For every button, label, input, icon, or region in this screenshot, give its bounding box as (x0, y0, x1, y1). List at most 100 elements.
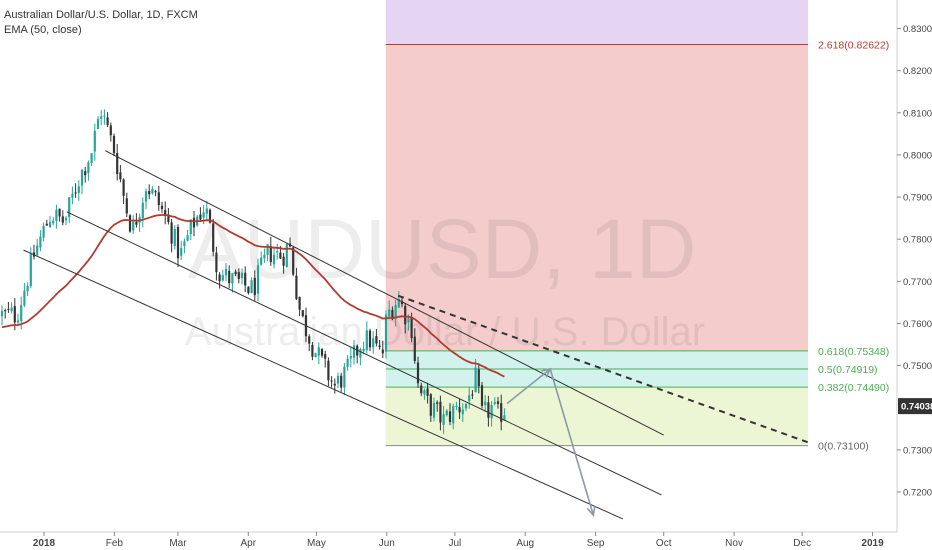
candle[interactable] (362, 341, 365, 355)
candle[interactable] (151, 186, 154, 195)
candle[interactable] (138, 213, 141, 232)
candle[interactable] (253, 270, 256, 301)
candle[interactable] (247, 286, 250, 295)
candle[interactable] (48, 215, 52, 228)
candle[interactable] (493, 397, 496, 406)
candle[interactable] (164, 201, 167, 225)
candle[interactable] (74, 183, 77, 198)
candle[interactable] (397, 290, 400, 308)
candle[interactable] (170, 218, 173, 253)
candle[interactable] (308, 334, 311, 351)
candle[interactable] (240, 268, 244, 285)
candle[interactable] (224, 262, 228, 282)
candle[interactable] (346, 355, 349, 371)
current-price-tag[interactable] (898, 398, 932, 415)
candle[interactable] (132, 215, 135, 234)
candle[interactable] (231, 272, 234, 293)
candle[interactable] (448, 403, 452, 426)
candle[interactable] (55, 204, 58, 229)
candle[interactable] (106, 112, 109, 128)
candle[interactable] (340, 372, 343, 392)
candle[interactable] (471, 390, 474, 400)
candle[interactable] (330, 376, 333, 388)
candle[interactable] (144, 188, 148, 210)
candle[interactable] (375, 329, 378, 347)
candle[interactable] (487, 395, 490, 427)
candle[interactable] (84, 166, 87, 183)
candle[interactable] (381, 340, 384, 359)
candle[interactable] (93, 123, 96, 161)
candle[interactable] (119, 164, 122, 183)
candle[interactable] (45, 219, 48, 226)
candle[interactable] (122, 178, 125, 205)
candle[interactable] (445, 409, 448, 417)
candle[interactable] (394, 299, 397, 327)
candle[interactable] (442, 405, 445, 435)
candle[interactable] (148, 184, 151, 200)
candle[interactable] (500, 394, 503, 431)
candle[interactable] (439, 395, 442, 431)
candle[interactable] (0, 305, 4, 326)
candle[interactable] (215, 246, 218, 281)
candle[interactable] (58, 208, 61, 222)
candle[interactable] (320, 348, 324, 358)
ema-50-path[interactable] (1, 214, 505, 378)
candle[interactable] (461, 403, 464, 422)
candle[interactable] (228, 265, 231, 289)
candle[interactable] (349, 347, 352, 368)
candle[interactable] (192, 211, 196, 237)
candle[interactable] (199, 207, 202, 223)
candle[interactable] (343, 363, 346, 396)
candle[interactable] (42, 222, 45, 242)
candle[interactable] (52, 216, 55, 226)
projected-trendline-dashed[interactable] (397, 294, 812, 445)
candle[interactable] (109, 122, 112, 142)
candle[interactable] (4, 308, 7, 319)
candle[interactable] (333, 378, 336, 394)
candle[interactable] (237, 268, 240, 284)
candle[interactable] (282, 252, 285, 274)
candle[interactable] (186, 230, 189, 242)
channel-middle-line[interactable] (66, 211, 662, 496)
candle[interactable] (272, 246, 276, 269)
candle[interactable] (256, 258, 260, 302)
candle[interactable] (10, 302, 13, 314)
candle[interactable] (468, 386, 471, 409)
candle[interactable] (352, 339, 356, 365)
candle[interactable] (128, 214, 132, 233)
candle[interactable] (458, 398, 461, 420)
candle[interactable] (311, 341, 314, 361)
candle[interactable] (314, 352, 317, 358)
candle[interactable] (260, 251, 263, 266)
candle[interactable] (173, 225, 176, 250)
candle[interactable] (378, 339, 381, 350)
candle[interactable] (80, 169, 84, 195)
candle[interactable] (154, 189, 157, 197)
candle[interactable] (189, 219, 192, 241)
projection-arrow-up[interactable] (506, 368, 551, 405)
candle[interactable] (420, 382, 423, 397)
candle[interactable] (327, 357, 330, 387)
projection-arrow-down[interactable] (549, 368, 595, 516)
candle[interactable] (301, 310, 304, 318)
candle[interactable] (413, 328, 416, 364)
candle[interactable] (218, 272, 221, 289)
channel-upper-line[interactable] (105, 150, 664, 436)
candle[interactable] (103, 109, 106, 125)
candle[interactable] (32, 244, 36, 260)
candle[interactable] (7, 301, 10, 313)
candle[interactable] (61, 210, 64, 226)
candle[interactable] (39, 230, 42, 252)
candle[interactable] (480, 382, 484, 409)
candle[interactable] (176, 224, 180, 268)
candle[interactable] (160, 201, 164, 214)
candle[interactable] (244, 266, 247, 293)
candle[interactable] (400, 297, 404, 308)
symbol-title[interactable]: Australian Dollar/U.S. Dollar, 1D, FXCM (4, 9, 198, 21)
candle[interactable] (180, 240, 183, 261)
candle[interactable] (263, 248, 266, 263)
candle[interactable] (250, 277, 253, 294)
candle[interactable] (423, 388, 426, 400)
candle[interactable] (436, 400, 439, 412)
candle[interactable] (295, 267, 298, 301)
